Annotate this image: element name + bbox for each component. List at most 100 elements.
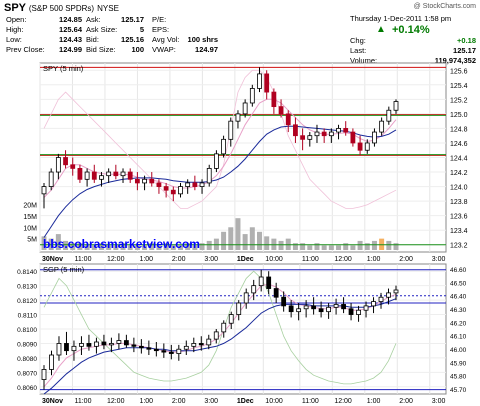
candle-body [106,171,112,177]
candle [333,298,339,315]
volume-bar [134,245,140,250]
candle [378,292,384,309]
candle [356,305,361,322]
quote-open-label: Open: [6,15,27,24]
y-tick-label-right: 45.80 [450,374,467,381]
candle [206,164,212,187]
volume-bar [84,245,90,250]
volume-bar [55,234,61,250]
volume-bar [106,245,112,250]
candle-body [307,135,313,140]
candle-body [357,142,363,151]
candle [307,132,313,147]
candle [228,117,234,147]
y-tick-label: 125.4 [450,83,468,90]
candle [326,303,331,319]
copyright: @ StockCharts.com [413,3,476,10]
candle [311,297,317,315]
up-arrow-icon: ▲ [376,24,386,35]
y-tick-label: 125.0 [450,112,468,119]
candle-body [91,171,97,180]
candle [236,300,242,321]
candle-body [116,340,122,344]
candle-body [221,138,226,155]
candle-body [213,331,219,340]
candle-body [314,131,320,137]
candle [63,150,68,169]
candle-body [288,305,294,313]
candle [153,342,159,357]
y-tick-label-right: 46.60 [450,267,467,274]
quote-low-label: Low: [6,35,22,44]
candle [106,168,112,183]
candle-body [341,304,346,310]
candle-body [142,178,147,184]
x-tick-label: 3:00 [432,256,446,263]
candle [235,110,241,129]
candle [357,135,363,156]
candle-body [386,292,391,298]
candle-body [79,343,84,347]
candle [251,279,257,301]
quote-bidsize-label: Bid Size: [86,45,116,54]
x-tick-label: 1Dec [237,256,254,263]
y-tick-label: 125.2 [450,97,468,104]
x-tick-label: 12:00 [107,398,125,405]
candle-body [170,189,176,195]
volume-bar [264,236,270,250]
candle-body [146,347,152,350]
volume-bar [257,231,263,250]
candle [149,172,155,187]
y-tick-label-left: 0.8070 [17,370,37,377]
candle-body [303,305,309,310]
candle [264,70,270,100]
x-tick-label: 2:00 [172,398,186,405]
candle [48,168,54,191]
candle-body [321,131,327,137]
candle-body [251,285,257,294]
volume-bar [177,245,183,250]
candle-body [328,131,334,137]
candle-body [271,91,277,108]
candle-body [273,288,279,298]
candle-body [176,348,182,354]
x-tick-label: 1Dec [237,398,254,405]
quote-ask-label: Ask: [86,15,101,24]
candle-body [99,175,104,180]
fast-ma-line [43,98,397,198]
candle-body [55,157,61,173]
y-tick-label: 125.6 [450,68,468,75]
y-tick-label-left: 0.8090 [17,341,37,348]
price-panel-legend: SPY (5 min) [43,64,84,73]
candle [127,168,133,183]
candle [271,88,277,114]
candle-body [214,153,219,169]
quote-bid-value: 125.16 [121,35,144,44]
candle-body [56,343,62,356]
quote-vwap-value: 124.97 [195,45,218,54]
candle [285,110,291,133]
quote-vwap-label: VWAP: [152,45,176,54]
candle [221,320,227,338]
volume-bar [300,243,306,250]
candle [348,303,354,321]
quote-asksize-label: Ask Size: [86,25,118,34]
candle-body [378,296,384,302]
candle-body [120,171,126,177]
quote-prevclose-value: 124.99 [59,45,82,54]
y-tick-label: 124.8 [450,126,468,133]
candle-body [326,306,331,313]
candle [364,139,370,154]
volume-bar [343,243,349,250]
candle [123,334,129,348]
candle [249,84,255,107]
volume-bar [350,245,356,250]
x-tick-label: 11:00 [302,398,319,405]
chart-title: SPY (S&P 500 SPDRs) NYSE [4,2,119,14]
y-tick-label-left: 0.8100 [17,327,37,334]
volume-bar [149,243,155,250]
candle-body [206,168,212,184]
y-tick-label-left: 0.8140 [17,269,37,276]
volume-bar [192,245,198,250]
